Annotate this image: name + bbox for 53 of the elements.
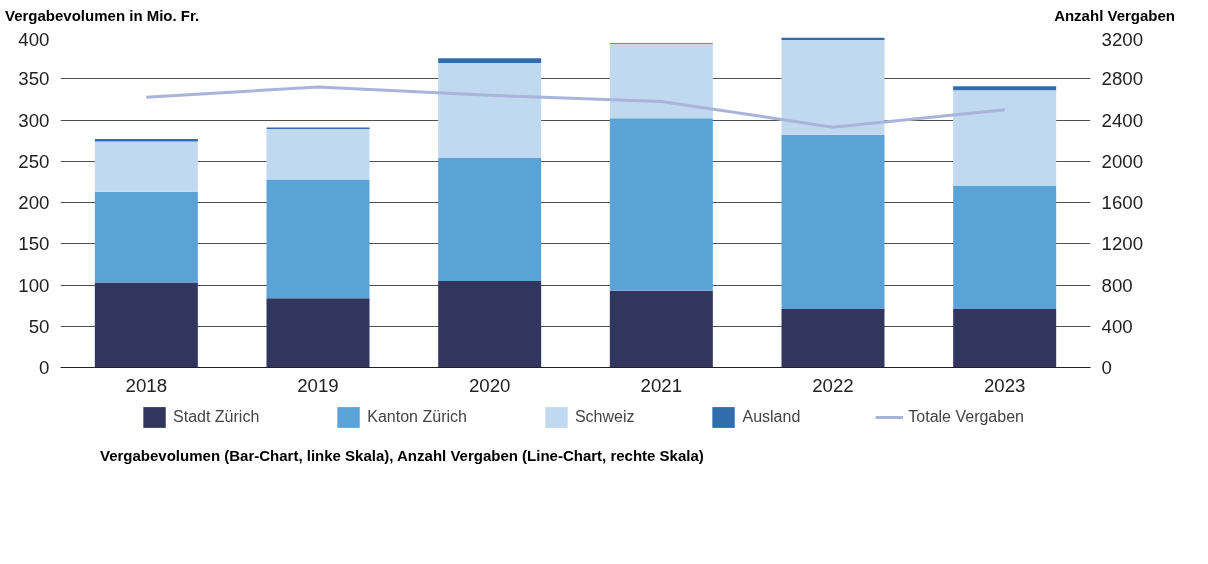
bar xyxy=(94,141,198,192)
x-tick-label: 2018 xyxy=(125,374,168,396)
x-tick-label: 2022 xyxy=(812,374,854,396)
y2-tick-label: 2000 xyxy=(1101,150,1144,172)
x-tick-label: 2023 xyxy=(983,374,1026,396)
bar xyxy=(94,282,198,368)
y-tick-label: 150 xyxy=(18,233,50,255)
bar xyxy=(266,298,370,368)
y2-tick-label: 400 xyxy=(1101,315,1133,337)
legend-label: Schweiz xyxy=(574,408,635,426)
y2-tick-label: 3200 xyxy=(1101,28,1144,50)
x-tick-label: 2019 xyxy=(297,374,339,396)
bar xyxy=(953,308,1057,368)
y2-tick-label: 2400 xyxy=(1101,109,1144,131)
y-tick-label: 50 xyxy=(28,315,50,337)
bar xyxy=(781,134,885,309)
y2-tick-label: 1200 xyxy=(1101,233,1144,255)
y2-tick-label: 800 xyxy=(1101,274,1133,296)
bar xyxy=(266,129,370,180)
y2-tick-label: 2800 xyxy=(1101,68,1144,90)
y2-tick-label: 0 xyxy=(1101,357,1112,378)
bar xyxy=(438,63,542,158)
y2-axis-title: Anzahl Vergaben xyxy=(1054,6,1175,26)
bar xyxy=(438,58,542,64)
bar xyxy=(781,39,885,135)
y-tick-label: 100 xyxy=(18,274,50,296)
bar xyxy=(609,44,713,119)
bar xyxy=(953,186,1057,309)
y-tick-label: 350 xyxy=(18,68,50,90)
text: Vergabevolumen (Bar-Chart, linke Skala), Anzahl Vergaben (Line-Chart, rechte Skala) xyxy=(100,446,704,466)
bar xyxy=(953,90,1057,186)
legend-label: Stadt Zürich xyxy=(173,408,260,426)
y-tick-label: 0 xyxy=(39,357,50,378)
bar xyxy=(609,118,713,291)
bar xyxy=(94,191,198,283)
bar xyxy=(438,157,542,281)
line-series xyxy=(144,85,1007,129)
x-tick-label: 2020 xyxy=(468,374,511,396)
bar xyxy=(438,280,542,368)
legend-label: Totale Vergaben xyxy=(908,408,1024,426)
bar xyxy=(609,290,713,368)
legend-label: Ausland xyxy=(742,408,801,426)
bar xyxy=(266,179,370,299)
x-tick-label: 2021 xyxy=(640,374,683,396)
y-tick-label: 250 xyxy=(18,150,50,172)
bar xyxy=(953,86,1057,91)
y-tick-label: 200 xyxy=(18,192,50,213)
y-tick-label: 300 xyxy=(18,109,50,131)
y2-tick-label: 1600 xyxy=(1101,192,1144,213)
legend-label: Kanton Zürich xyxy=(367,408,467,426)
y-axis-title: Vergabevolumen in Mio. Fr. xyxy=(5,6,200,26)
bar xyxy=(781,308,885,368)
y-tick-label: 400 xyxy=(18,28,50,50)
